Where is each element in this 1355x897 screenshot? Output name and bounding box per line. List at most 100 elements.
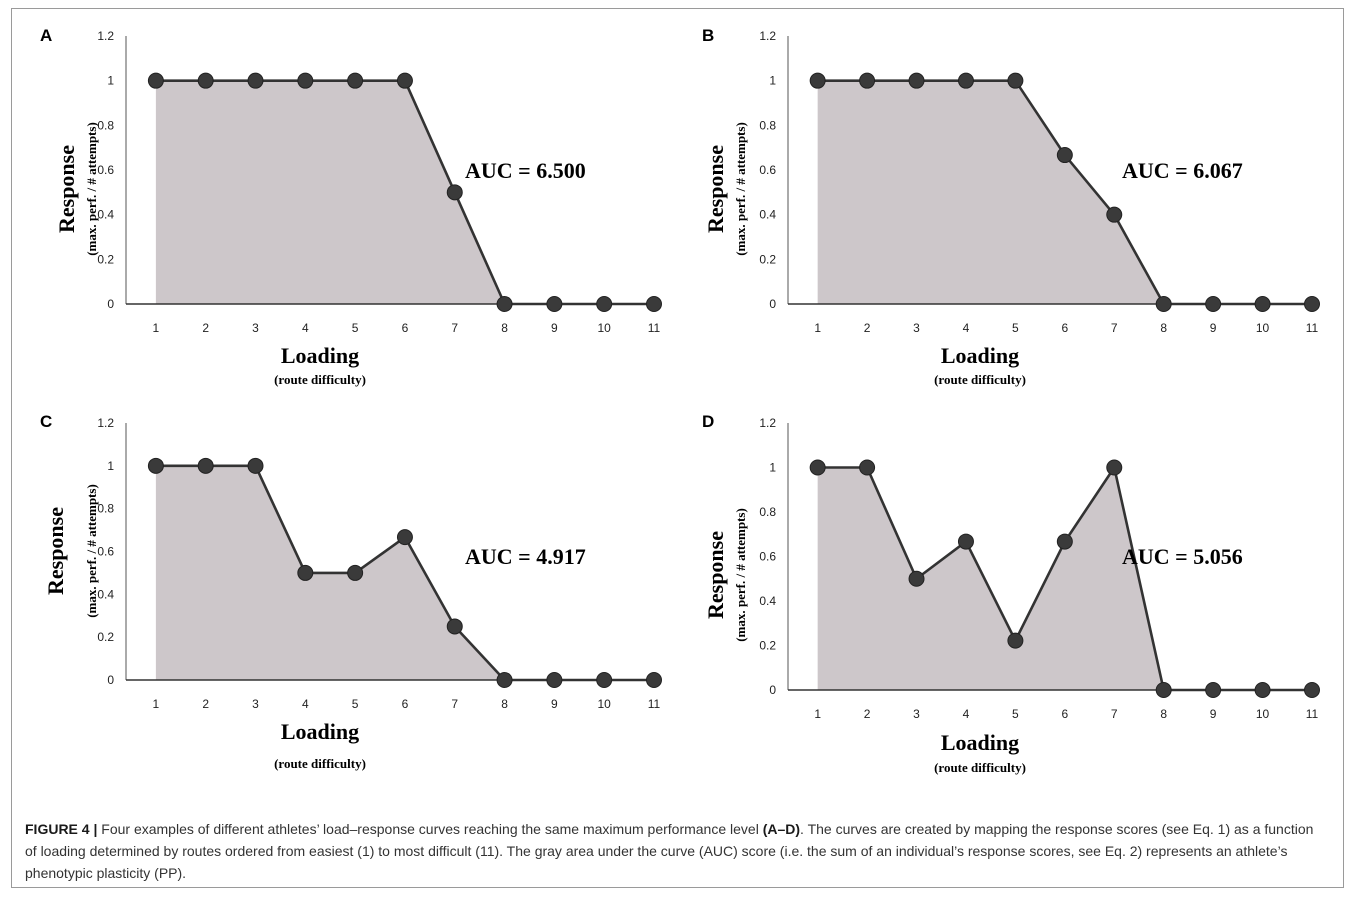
x-tick-label: 5	[1012, 707, 1019, 721]
data-point	[1007, 632, 1024, 649]
y-tick-label: 0.4	[759, 594, 776, 608]
y-tick-label: 1.2	[97, 416, 114, 430]
x-tick-label: 3	[913, 321, 920, 335]
chart-panel-a: 0 0.2 0.4 0.6 0.8 1 1.2 1 2 3 4 5 6 7 8 9 10 11 A AUC = 6.5…	[40, 26, 662, 387]
data-point	[347, 72, 364, 89]
auc-area-b	[817, 80, 1312, 305]
x-tick-label: 4	[302, 697, 309, 711]
y-tick-label: 1	[107, 459, 114, 473]
y-axis-subtitle-a: (max. perf. / # attempts)	[84, 122, 99, 256]
x-axis-title-a: Loading	[281, 343, 359, 368]
x-tick-label: 1	[814, 707, 821, 721]
y-tick-label: 0.6	[97, 545, 114, 559]
data-point	[197, 72, 214, 89]
auc-annotation-d: AUC = 5.056	[1122, 544, 1243, 569]
data-point	[1205, 296, 1222, 312]
x-tick-label: 2	[864, 321, 871, 335]
data-point	[1254, 682, 1271, 698]
data-point	[908, 570, 925, 587]
x-tick-label: 7	[1111, 707, 1118, 721]
x-tick-label: 8	[1160, 321, 1167, 335]
chart-panel-b: 0 0.2 0.4 0.6 0.8 1 1.2 1 2 3 4 5 6 7 8 9 10 11 B AUC = 6.0…	[702, 26, 1320, 387]
data-point	[1106, 206, 1123, 223]
x-axis-subtitle-c: (route difficulty)	[274, 756, 366, 771]
chart-panel-c: 0 0.2 0.4 0.6 0.8 1 1.2 1 2 3 4 5 6 7 8 9 10 11 C AUC = 4.9…	[40, 412, 662, 771]
data-point	[859, 72, 876, 89]
data-point	[957, 72, 974, 89]
y-tick-label: 0	[769, 683, 776, 697]
data-point	[908, 72, 925, 89]
y-axis-title-a: Response	[54, 145, 79, 233]
y-tick-label: 0.2	[759, 252, 776, 266]
x-tick-label: 11	[1306, 707, 1319, 721]
y-tick-label: 1	[769, 461, 776, 475]
data-point	[396, 529, 413, 546]
y-tick-label: 0.2	[97, 252, 114, 266]
data-point	[1254, 296, 1271, 312]
y-tick-label: 0.4	[759, 208, 776, 222]
y-tick-label: 0.8	[759, 505, 776, 519]
figure-frame	[11, 8, 1344, 888]
y-axis-title-c: Response	[43, 507, 68, 595]
y-tick-label: 0.4	[97, 208, 114, 222]
auc-area-c	[155, 465, 655, 680]
x-tick-label: 9	[551, 697, 558, 711]
y-tick-label: 0	[769, 297, 776, 311]
data-point	[147, 457, 164, 474]
panel-letter-c: C	[40, 412, 52, 431]
y-axis-subtitle-d: (max. perf. / # attempts)	[733, 508, 748, 642]
data-point	[347, 564, 364, 581]
y-tick-label: 1.2	[97, 29, 114, 43]
x-tick-label: 10	[598, 697, 612, 711]
data-point	[859, 459, 876, 476]
data-point	[546, 672, 563, 688]
y-tick-label: 0.8	[97, 502, 114, 516]
x-tick-label: 6	[1061, 321, 1068, 335]
y-tick-label: 0.8	[97, 118, 114, 132]
data-point	[809, 459, 826, 476]
data-point	[1304, 296, 1320, 312]
x-tick-label: 3	[252, 697, 259, 711]
x-tick-label: 1	[153, 697, 160, 711]
x-tick-label: 11	[1306, 321, 1319, 335]
data-point	[1205, 682, 1222, 698]
data-point	[297, 564, 314, 581]
x-tick-label: 6	[1061, 707, 1068, 721]
y-tick-label: 0.8	[759, 118, 776, 132]
y-tick-label: 0.6	[759, 163, 776, 177]
panel-letter-a: A	[40, 26, 52, 45]
data-point	[596, 296, 613, 312]
x-tick-label: 11	[648, 697, 661, 711]
y-tick-label: 1.2	[759, 416, 776, 430]
auc-area-a	[155, 80, 655, 305]
x-tick-label: 5	[352, 697, 359, 711]
x-tick-label: 3	[252, 321, 259, 335]
data-point	[1056, 147, 1073, 164]
data-point	[809, 72, 826, 89]
y-axis-title-d: Response	[703, 531, 728, 619]
x-tick-label: 8	[1160, 707, 1167, 721]
data-point	[247, 457, 264, 474]
caption-text-1: Four examples of different athletes’ loa…	[97, 821, 763, 837]
auc-annotation-c: AUC = 4.917	[465, 544, 586, 569]
x-axis-title-c: Loading	[281, 719, 359, 744]
x-tick-label: 7	[451, 697, 458, 711]
x-axis-subtitle-d: (route difficulty)	[934, 760, 1026, 775]
x-tick-label: 5	[352, 321, 359, 335]
auc-annotation-a: AUC = 6.500	[465, 158, 586, 183]
y-tick-label: 0.6	[759, 550, 776, 564]
data-point	[1056, 533, 1073, 550]
y-tick-label: 0.2	[97, 630, 114, 644]
data-point	[446, 184, 463, 201]
data-point	[1155, 682, 1172, 698]
y-tick-label: 0.6	[97, 163, 114, 177]
y-tick-label: 1	[769, 74, 776, 88]
data-point	[646, 672, 662, 688]
x-tick-label: 9	[1210, 707, 1217, 721]
x-tick-label: 9	[1210, 321, 1217, 335]
x-tick-label: 10	[598, 321, 612, 335]
data-point	[1106, 459, 1123, 476]
x-tick-label: 5	[1012, 321, 1019, 335]
panel-letter-b: B	[702, 26, 714, 45]
